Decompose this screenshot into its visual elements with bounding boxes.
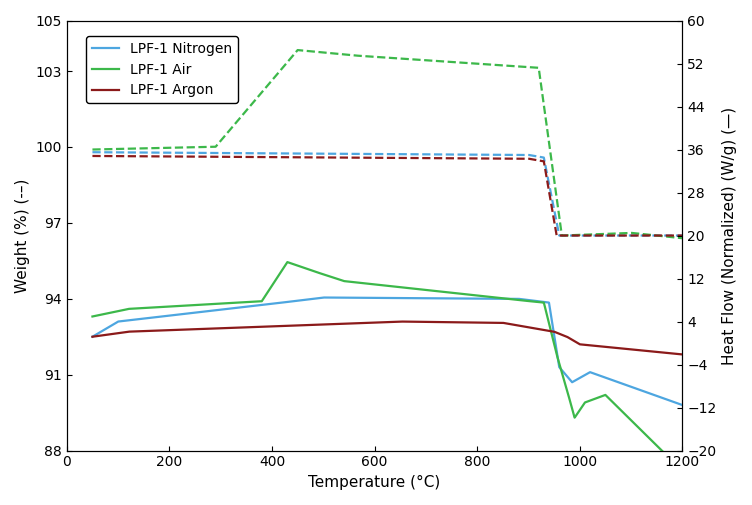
Legend: LPF-1 Nitrogen, LPF-1 Air, LPF-1 Argon: LPF-1 Nitrogen, LPF-1 Air, LPF-1 Argon [86,36,238,103]
Y-axis label: Heat Flow (Normalized) (W/g) (—): Heat Flow (Normalized) (W/g) (—) [722,107,737,365]
Y-axis label: Weight (%) (-–): Weight (%) (-–) [15,178,30,293]
X-axis label: Temperature (°C): Temperature (°C) [308,475,441,490]
